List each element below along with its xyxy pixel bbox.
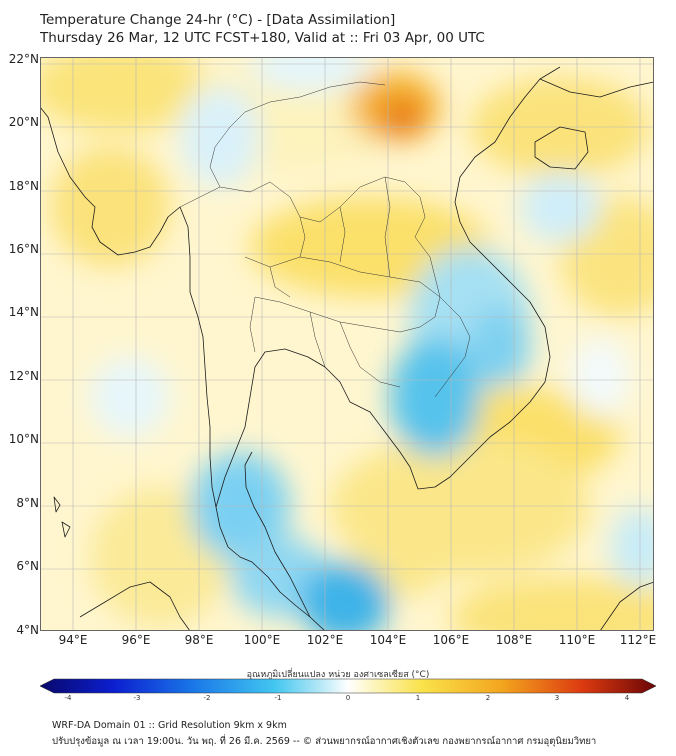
map-subtitle: Thursday 26 Mar, 12 UTC FCST+180, Valid …	[40, 30, 485, 46]
colorbar-tick: -4	[64, 694, 72, 702]
map-title: Temperature Change 24-hr (°C) - [Data As…	[40, 12, 396, 28]
temperature-field	[40, 57, 654, 631]
lon-label-108: 108°E	[495, 633, 533, 647]
lat-label-16: 16°N	[8, 242, 39, 256]
lat-label-18: 18°N	[8, 179, 39, 193]
lon-label-102: 102°E	[306, 633, 344, 647]
lat-label-8: 8°N	[16, 496, 39, 510]
colorbar-tick: -3	[133, 694, 141, 702]
admin-borders	[179, 81, 471, 398]
map-border	[40, 57, 654, 631]
colorbar-tick: -2	[203, 694, 211, 702]
lon-label-110: 110°E	[558, 633, 596, 647]
lat-label-6: 6°N	[16, 559, 39, 573]
lat-label-20: 20°N	[8, 115, 39, 129]
lat-label-14: 14°N	[8, 305, 39, 319]
coastlines	[40, 66, 654, 631]
lon-label-96: 96°E	[121, 633, 151, 647]
lat-label-12: 12°N	[8, 369, 39, 383]
colorbar-tick: 1	[415, 694, 421, 702]
graticule	[40, 57, 654, 631]
colorbar	[40, 678, 656, 694]
colorbar-tick: 2	[485, 694, 491, 702]
footer-model-info: WRF-DA Domain 01 :: Grid Resolution 9km …	[52, 720, 287, 731]
lon-label-106: 106°E	[432, 633, 470, 647]
lon-label-94: 94°E	[58, 633, 88, 647]
colorbar-title: อุณหภูมิเปลี่ยนแปลง หน่วย องศาเซลเซียส (…	[246, 670, 430, 680]
colorbar-tick: -1	[274, 694, 282, 702]
colorbar-tick: 4	[624, 694, 630, 702]
colorbar-tick: 0	[345, 694, 351, 702]
colorbar-tick: 3	[554, 694, 560, 702]
lon-label-112: 112°E	[619, 633, 657, 647]
lon-label-98: 98°E	[184, 633, 214, 647]
colorbar-gradient	[40, 678, 656, 694]
lat-label-4: 4°N	[16, 623, 39, 637]
lat-label-10: 10°N	[8, 432, 39, 446]
lat-label-22: 22°N	[8, 52, 39, 66]
temperature-map	[40, 57, 654, 631]
lon-label-100: 100°E	[243, 633, 281, 647]
footer-credit: ปรับปรุงข้อมูล ณ เวลา 19:00น. วัน พฤ. ที…	[52, 736, 597, 747]
lon-label-104: 104°E	[369, 633, 407, 647]
